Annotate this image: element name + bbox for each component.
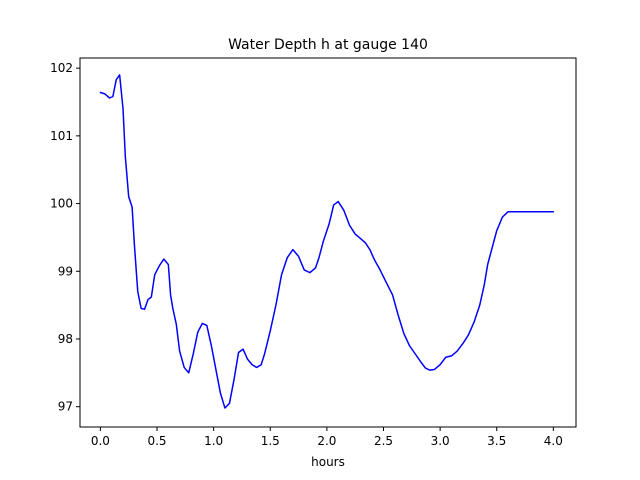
- axes-frame: [79, 57, 577, 428]
- y-tick-label: 101: [50, 129, 73, 143]
- x-tick-label: 1.5: [261, 434, 280, 448]
- x-tick-label: 3.0: [431, 434, 450, 448]
- x-axis-label: hours: [311, 455, 345, 469]
- x-tick-label: 0.0: [91, 434, 110, 448]
- x-tick-label: 2.0: [317, 434, 336, 448]
- x-tick-label: 1.0: [204, 434, 223, 448]
- y-tick-label: 97: [58, 400, 73, 414]
- x-tick-label: 2.5: [374, 434, 393, 448]
- x-axis: 0.0 0.5 1.0 1.5 2.0 2.5 3.0 3.5 4.0: [91, 427, 563, 448]
- y-tick-label: 98: [58, 332, 73, 346]
- y-tick-label: 102: [50, 61, 73, 75]
- chart-title: Water Depth h at gauge 140: [228, 37, 428, 53]
- y-axis: 97 98 99 100 101 102: [50, 61, 80, 414]
- y-tick-label: 99: [58, 264, 73, 278]
- x-tick-label: 4.0: [544, 434, 563, 448]
- x-tick-label: 3.5: [487, 434, 506, 448]
- y-tick-label: 100: [50, 197, 73, 211]
- data-line: [99, 74, 555, 409]
- x-tick-label: 0.5: [147, 434, 166, 448]
- plot-area: [79, 57, 577, 428]
